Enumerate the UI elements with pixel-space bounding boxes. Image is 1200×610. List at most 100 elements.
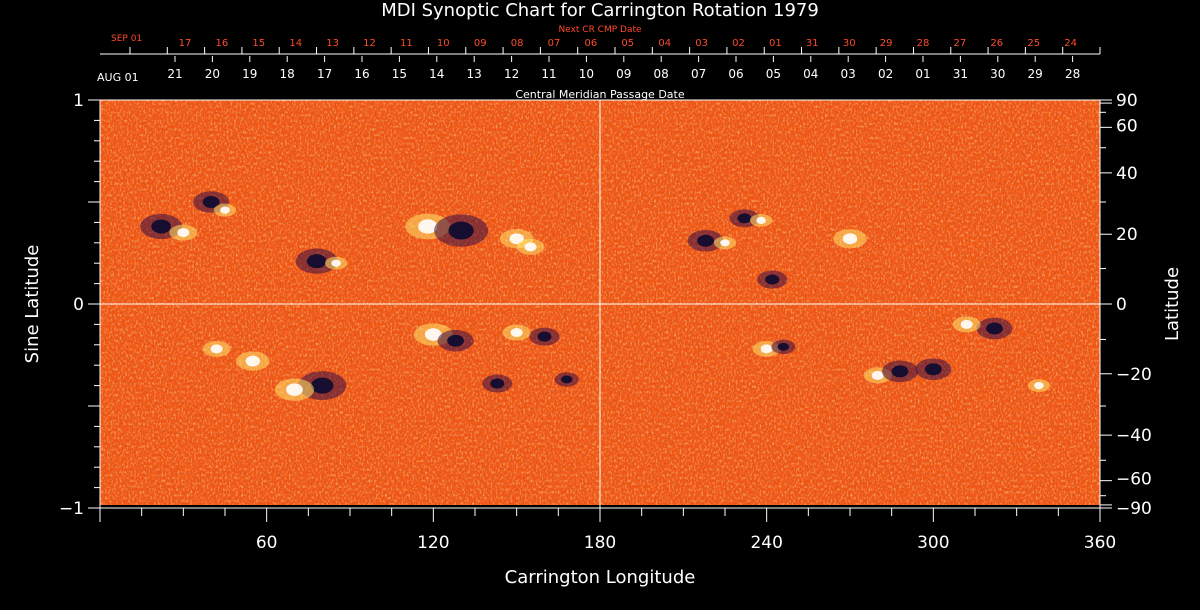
next-cr-date: 25 — [1027, 38, 1040, 49]
next-cr-date: 08 — [511, 38, 524, 49]
negative-region-core — [490, 378, 505, 389]
next-cr-label: Next CR CMP Date — [558, 25, 642, 35]
y-axis-label-right: Latitude — [1162, 267, 1183, 341]
next-cr-date: 07 — [548, 38, 561, 49]
cmp-date: 14 — [429, 67, 444, 81]
negative-region-core — [924, 363, 942, 376]
next-cr-date: 27 — [954, 38, 967, 49]
x-tick-label: 360 — [1084, 533, 1116, 553]
negative-region-core — [448, 221, 474, 240]
y-right-tick-label: −40 — [1116, 426, 1152, 446]
y-right-tick-label: 90 — [1116, 91, 1138, 111]
next-cr-date: 05 — [621, 38, 634, 49]
cmp-date: 13 — [467, 67, 482, 81]
positive-region-core — [177, 228, 190, 238]
cmp-date: 30 — [990, 67, 1005, 81]
next-cr-date: 14 — [289, 38, 302, 49]
y-right-tick-label: −60 — [1116, 470, 1152, 490]
negative-region-core — [537, 331, 552, 342]
next-cr-date: 04 — [658, 38, 671, 49]
next-cr-date: 29 — [880, 38, 893, 49]
cmp-date: 29 — [1028, 67, 1043, 81]
positive-region-core — [871, 370, 884, 380]
cmp-date: 31 — [953, 67, 968, 81]
cmp-date: 05 — [766, 67, 781, 81]
y-axis-label-left: Sine Latitude — [22, 245, 43, 364]
cmp-date: 15 — [392, 67, 407, 81]
positive-region-core — [286, 383, 303, 396]
y-left-tick-label: −1 — [59, 499, 84, 519]
positive-region-core — [210, 344, 223, 354]
cmp-date: 10 — [579, 67, 594, 81]
next-cr-date: 06 — [585, 38, 598, 49]
positive-region-core — [524, 242, 537, 252]
bottom-axis: 60 120 180 240 300 360 — [99, 508, 1116, 553]
cmp-date: 20 — [205, 67, 220, 81]
cmp-date: 06 — [728, 67, 743, 81]
negative-region-core — [765, 274, 780, 285]
chart-title: MDI Synoptic Chart for Carrington Rotati… — [381, 0, 819, 21]
positive-region-core — [510, 328, 523, 338]
negative-region-core — [986, 322, 1003, 335]
x-tick-label: 60 — [256, 533, 278, 553]
positive-region-core — [842, 233, 858, 245]
y-right-tick-label: −90 — [1116, 499, 1152, 519]
next-cr-date: 03 — [695, 38, 708, 49]
cmp-date: 17 — [317, 67, 332, 81]
cmp-month: AUG 01 — [97, 71, 139, 84]
next-cr-date: 15 — [252, 38, 265, 49]
next-cr-date: 16 — [216, 38, 229, 49]
cmp-date: 02 — [878, 67, 893, 81]
next-cr-date: 02 — [732, 38, 745, 49]
y-left-tick-label: 1 — [73, 91, 84, 111]
x-tick-label: 120 — [417, 533, 449, 553]
negative-region-core — [202, 196, 220, 208]
x-tick-label: 180 — [584, 533, 616, 553]
next-cr-date: 28 — [917, 38, 930, 49]
next-cr-date: 10 — [437, 38, 450, 49]
positive-region-core — [418, 219, 438, 234]
next-cr-date: 17 — [179, 38, 192, 49]
negative-region-core — [306, 254, 327, 269]
positive-region-core — [960, 319, 973, 329]
y-right-tick-label: 60 — [1116, 116, 1138, 136]
x-tick-label: 300 — [917, 533, 949, 553]
negative-region-core — [697, 234, 714, 247]
cmp-date: 08 — [654, 67, 669, 81]
y-left-tick-label: 0 — [73, 295, 84, 315]
positive-region-core — [756, 216, 766, 224]
negative-region-core — [311, 377, 334, 394]
next-cr-date: 30 — [843, 38, 856, 49]
active-regions — [140, 191, 1051, 401]
cmp-date: 09 — [616, 67, 631, 81]
y-right-tick-label: 40 — [1116, 164, 1138, 184]
negative-region-core — [777, 342, 789, 351]
negative-region-core — [151, 219, 171, 234]
cmp-date: 12 — [504, 67, 519, 81]
next-cr-date: 26 — [990, 38, 1003, 49]
cmp-date: 03 — [841, 67, 856, 81]
right-axis: 90 60 40 20 0 −20 −40 −60 −90 — [1100, 91, 1152, 519]
cmp-date: 07 — [691, 67, 706, 81]
next-cr-date: 11 — [400, 38, 413, 49]
left-axis: 1 0 −1 — [59, 91, 100, 519]
cmp-date-scale: 21 20 19 18 17 16 15 14 13 12 11 10 09 08 07 06 05 04 03 02… — [167, 56, 1080, 81]
positive-region-core — [220, 206, 230, 214]
y-right-tick-label: −20 — [1116, 365, 1152, 385]
y-right-tick-label: 0 — [1116, 295, 1127, 315]
positive-region-core — [1034, 382, 1044, 390]
next-cr-date: 01 — [769, 38, 782, 49]
cmp-date: 16 — [354, 67, 369, 81]
x-tick-label: 240 — [750, 533, 782, 553]
cmp-date: 18 — [280, 67, 295, 81]
negative-region-core — [891, 365, 909, 378]
cmp-date: 21 — [167, 67, 182, 81]
negative-region-core — [447, 334, 464, 347]
next-cr-month: SEP 01 — [111, 34, 142, 44]
negative-region-core — [561, 375, 573, 384]
positive-region-core — [424, 328, 442, 341]
next-cr-date-scale: 17 16 15 14 13 12 11 10 09 08 07 06 05 04 03 02 01 31 30 29… — [129, 38, 1101, 54]
positive-region-core — [720, 239, 730, 247]
next-cr-date: 13 — [326, 38, 339, 49]
